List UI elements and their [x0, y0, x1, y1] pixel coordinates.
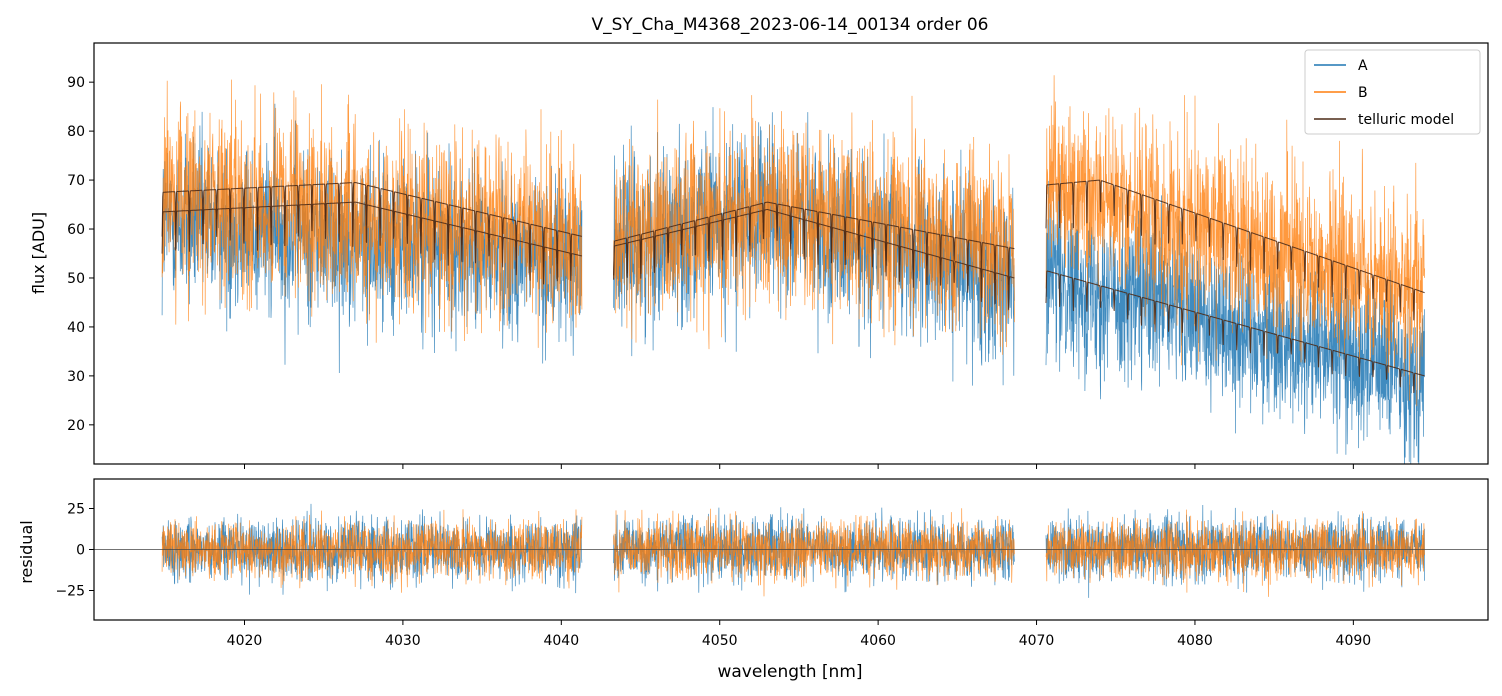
series-b-line: [161, 75, 1425, 407]
flux-y-tick-label: 80: [67, 124, 85, 140]
telluric-model-curve-2: [161, 201, 582, 285]
residual-y-tick-label: −25: [55, 583, 85, 599]
x-tick-label: 4050: [702, 633, 738, 649]
flux-x-axis-ticks: [243, 464, 1354, 469]
x-tick-label: 4090: [1336, 633, 1372, 649]
flux-y-tick-label: 70: [67, 173, 85, 189]
telluric-model-curve-3: [613, 201, 1015, 285]
flux-y-tick-label: 40: [67, 320, 85, 336]
x-axis-label: wavelength [nm]: [717, 662, 862, 682]
telluric-model-curve-4: [613, 209, 1015, 310]
legend-label-a: A: [1358, 58, 1368, 74]
flux-y-axis-label: flux [ADU]: [29, 212, 48, 294]
residual-y-tick-label: 25: [67, 502, 85, 518]
flux-y-tick-label: 90: [67, 75, 85, 91]
x-tick-label: 4060: [860, 633, 896, 649]
legend-label-telluric: telluric model: [1358, 112, 1454, 128]
x-tick-label: 4020: [227, 633, 263, 649]
telluric-model-curve-6: [1045, 270, 1425, 394]
residual-plot-area: [94, 503, 1488, 598]
flux-y-tick-label: 50: [67, 271, 85, 287]
flux-axes-frame: [93, 42, 1489, 465]
flux-plot-area: [161, 75, 1425, 464]
chart-title: V_SY_Cha_M4368_2023-06-14_00134 order 06: [592, 15, 989, 35]
legend-label-b: B: [1358, 85, 1368, 101]
telluric-model-curve-1: [161, 182, 583, 268]
legend: A B telluric model: [1304, 49, 1481, 135]
flux-y-tick-label: 60: [67, 222, 85, 238]
residual-y-tick-label: 0: [76, 543, 85, 559]
x-tick-label: 4040: [543, 633, 579, 649]
flux-y-axis: 20 30 40 50 60 70 80 90: [67, 75, 94, 434]
telluric-model-curve-5: [1045, 179, 1425, 321]
x-tick-label: 4070: [1019, 633, 1055, 649]
flux-y-tick-label: 30: [67, 369, 85, 385]
residual-x-axis: 4020 4030 4040 4050 4060 4070 4080 4090: [227, 620, 1372, 649]
flux-y-tick-label: 20: [67, 418, 85, 434]
x-tick-label: 4080: [1177, 633, 1213, 649]
x-tick-label: 4030: [385, 633, 421, 649]
residual-y-axis-label: residual: [17, 520, 36, 583]
residual-y-axis: 25 0 −25: [55, 502, 94, 599]
